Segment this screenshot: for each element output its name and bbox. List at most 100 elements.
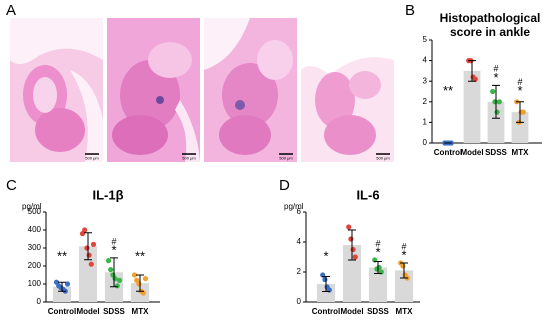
x-tick-label: MTX <box>132 307 150 316</box>
error-bar <box>516 101 524 123</box>
y-tick-label: 100 <box>28 279 42 288</box>
chart-title: IL-1β <box>92 187 123 202</box>
data-point <box>520 109 526 115</box>
scale-bar-label: 500 μm <box>376 156 390 161</box>
chart-title: score in ankle <box>450 25 530 39</box>
data-point <box>108 267 114 273</box>
error-bar <box>136 274 144 292</box>
x-tick-label: MTX <box>396 307 414 316</box>
y-tick-label: 2 <box>297 267 302 276</box>
x-tick-label: SDSS <box>367 307 389 316</box>
histology-images <box>10 18 394 162</box>
x-tick-label: Model <box>460 148 483 157</box>
x-tick-label: Model <box>76 307 99 316</box>
data-point <box>82 227 88 233</box>
y-tick-label: 300 <box>28 243 42 252</box>
y-tick-label: 200 <box>28 261 42 270</box>
significance-mark: ** <box>443 83 453 98</box>
y-tick-label: 0 <box>297 297 302 306</box>
y-tick-label: 2 <box>423 97 428 106</box>
significance-mark: ** <box>57 248 67 263</box>
data-point <box>346 224 352 230</box>
data-point <box>86 252 92 258</box>
error-bar <box>400 262 408 279</box>
panel-label: A <box>6 2 16 19</box>
y-tick-label: 0 <box>37 297 42 306</box>
error-bar <box>58 281 66 292</box>
x-tick-label: Control <box>48 307 76 316</box>
data-point <box>90 241 97 247</box>
y-tick-label: 400 <box>28 225 42 234</box>
x-tick-label: MTX <box>512 148 530 157</box>
y-tick-label: 500 <box>28 207 42 216</box>
y-tick-label: 4 <box>297 237 302 246</box>
significance-mark: # <box>375 238 380 248</box>
data-point <box>88 261 94 267</box>
bar <box>78 246 98 302</box>
data-point <box>490 88 496 95</box>
significance-mark: # <box>111 236 116 246</box>
data-point <box>131 272 138 278</box>
panel-label: D <box>279 177 290 194</box>
x-tick-label: SDSS <box>103 307 125 316</box>
histology-image <box>204 18 297 162</box>
chart-title: IL-6 <box>356 187 379 202</box>
significance-mark: # <box>493 64 498 74</box>
data-point <box>350 246 356 253</box>
y-tick-label: 1 <box>423 118 428 127</box>
data-point <box>496 99 502 105</box>
y-tick-label: 6 <box>297 207 302 216</box>
y-axis-label: pg/ml <box>22 202 42 211</box>
significance-mark: * <box>111 242 116 257</box>
x-tick-label: Model <box>340 307 363 316</box>
data-point <box>142 276 149 282</box>
chart-title: Histopathological <box>440 11 541 25</box>
error-bar <box>84 232 92 261</box>
y-tick-label: 5 <box>423 35 428 44</box>
data-point <box>114 283 120 289</box>
data-point <box>352 254 358 260</box>
data-point <box>400 263 406 269</box>
bar <box>487 101 505 143</box>
error-bar <box>468 60 476 82</box>
x-tick-label: Control <box>312 307 340 316</box>
panel-label: B <box>405 2 415 19</box>
error-bar <box>322 276 330 292</box>
data-point <box>322 276 328 283</box>
significance-mark: * <box>401 247 406 262</box>
x-tick-label: SDSS <box>485 148 507 157</box>
data-point <box>116 277 123 283</box>
error-bar <box>348 229 356 261</box>
data-point <box>105 258 112 264</box>
scale-bar-label: 500 μm <box>279 156 293 161</box>
significance-mark: * <box>323 248 328 263</box>
y-tick-label: 3 <box>423 76 428 85</box>
scale-bar-label: 500 μm <box>182 156 196 161</box>
bar <box>368 267 388 302</box>
data-point <box>136 281 142 287</box>
data-point <box>376 264 382 271</box>
y-tick-label: 4 <box>423 56 428 65</box>
significance-mark: # <box>401 241 406 251</box>
error-bar <box>492 84 500 119</box>
y-tick-label: 0 <box>423 138 428 147</box>
bar <box>511 112 529 143</box>
significance-mark: ** <box>135 248 145 263</box>
significance-mark: * <box>517 83 522 98</box>
panel-label: C <box>6 177 17 194</box>
scale-bar-label: 500 μm <box>85 156 99 161</box>
bar <box>463 70 481 143</box>
x-tick-label: Control <box>434 148 462 157</box>
data-point <box>64 281 71 287</box>
error-bar <box>110 257 118 288</box>
data-point <box>472 76 478 82</box>
histology-image <box>301 18 394 162</box>
significance-mark: * <box>493 70 498 85</box>
histology-image <box>107 18 200 162</box>
significance-mark: * <box>375 244 380 259</box>
y-axis-label: pg/ml <box>284 202 304 211</box>
data-point <box>84 245 90 251</box>
data-point <box>348 236 354 242</box>
significance-mark: # <box>517 77 522 87</box>
